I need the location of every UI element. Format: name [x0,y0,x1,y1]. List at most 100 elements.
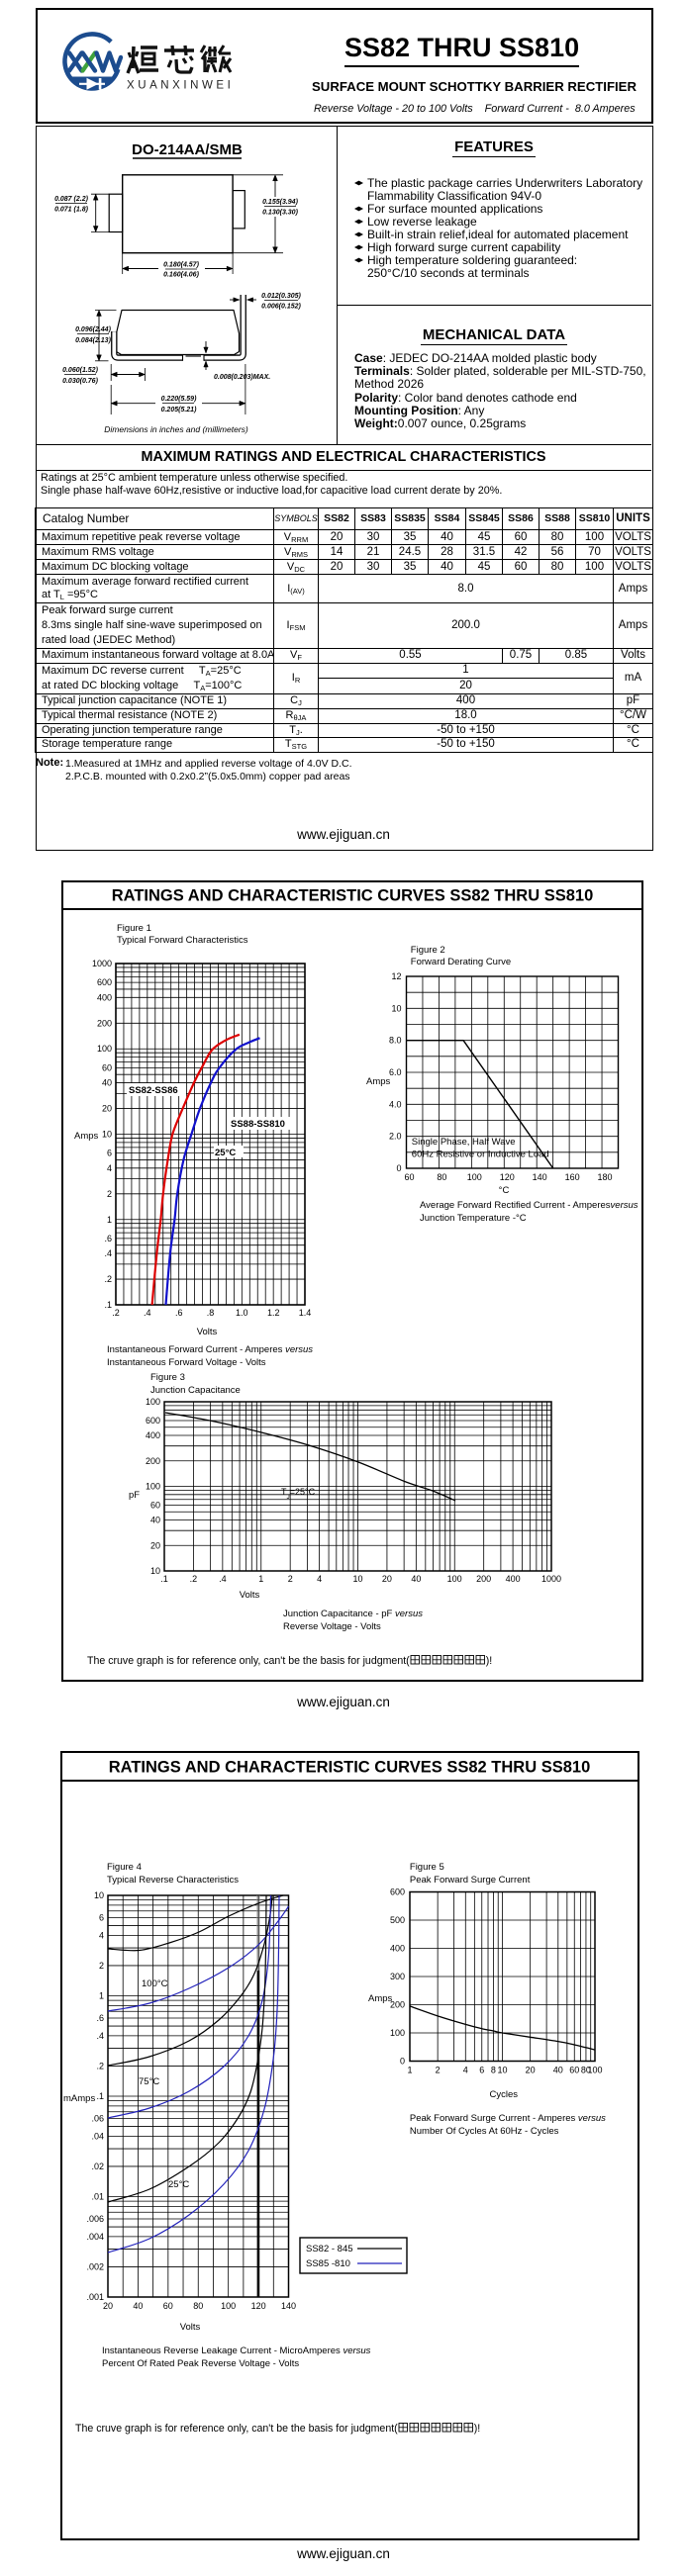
svg-text:0.130(3.30): 0.130(3.30) [262,210,298,217]
svg-text:.4: .4 [144,1308,151,1318]
svg-text:60: 60 [404,1172,414,1182]
svg-text:.2: .2 [112,1308,120,1318]
svg-text:400: 400 [506,1574,521,1584]
svg-text:1.2: 1.2 [267,1308,280,1318]
svg-text:.2: .2 [96,2061,104,2070]
svg-text:80: 80 [193,2301,203,2311]
svg-text:.4: .4 [219,1574,227,1584]
svg-text:0.205(5.21): 0.205(5.21) [161,407,197,414]
svg-text:400: 400 [390,1944,405,1954]
svg-text:Junction Capacitance: Junction Capacitance [150,1385,241,1396]
svg-text:0.220(5.59): 0.220(5.59) [161,396,197,403]
svg-text:20: 20 [150,1540,160,1550]
svg-text:400: 400 [146,1430,160,1440]
svg-text:.01: .01 [91,2192,104,2202]
svg-text:180: 180 [597,1172,612,1182]
svg-text:TJ=25°C: TJ=25°C [281,1487,316,1501]
svg-text:40: 40 [553,2066,563,2075]
svg-text:100: 100 [390,2028,405,2038]
svg-text:2: 2 [107,1189,112,1199]
svg-text:100: 100 [146,1482,160,1492]
svg-text:Peak Forward Surge Current: Peak Forward Surge Current [410,1875,531,1886]
svg-text:.001: .001 [86,2292,104,2302]
svg-text:Peak Forward Surge Current - A: Peak Forward Surge Current - Amperes ver… [410,2113,606,2124]
svg-text:1: 1 [407,2066,412,2075]
svg-text:40: 40 [411,1574,421,1584]
svg-text:10: 10 [102,1130,112,1140]
svg-text:200: 200 [476,1574,491,1584]
svg-text:Instantaneous Reverse Leakage: Instantaneous Reverse Leakage Current - … [102,2346,371,2356]
svg-text:100: 100 [146,1397,160,1407]
svg-text:10: 10 [497,2066,507,2075]
svg-text:0.180(4.57): 0.180(4.57) [163,262,199,269]
svg-text:.1: .1 [160,1574,168,1584]
svg-text:10: 10 [150,1566,160,1576]
svg-text:.002: .002 [86,2261,104,2271]
svg-text:0.060(1.52): 0.060(1.52) [62,367,98,374]
svg-text:100: 100 [221,2301,236,2311]
svg-text:600: 600 [390,1887,405,1897]
svg-text:SS85 -810: SS85 -810 [306,2258,350,2269]
svg-text:10: 10 [94,1890,104,1900]
svg-text:100: 100 [587,2066,602,2075]
svg-text:0: 0 [400,2057,405,2067]
svg-text:SS88-SS810: SS88-SS810 [231,1119,285,1130]
svg-text:4: 4 [99,1930,104,1940]
svg-text:Cycles: Cycles [490,2089,519,2100]
svg-text:60: 60 [150,1501,160,1511]
svg-text:.8: .8 [207,1308,215,1318]
svg-text:4.0: 4.0 [389,1099,402,1109]
svg-text:Junction Temperature -°C: Junction Temperature -°C [420,1213,527,1224]
svg-text:40: 40 [102,1078,112,1088]
svg-text:Single Phase, Half Wave: Single Phase, Half Wave [412,1137,516,1148]
svg-text:500: 500 [390,1915,405,1925]
svg-text:Typical Reverse Characteristic: Typical Reverse Characteristics [107,1875,239,1886]
svg-text:Amps: Amps [366,1076,391,1087]
svg-text:60: 60 [569,2066,579,2075]
svg-text:0.160(4.06): 0.160(4.06) [163,272,199,279]
svg-text:25°C: 25°C [168,2179,189,2190]
svg-text:100: 100 [97,1044,112,1054]
svg-text:Figure 5: Figure 5 [410,1862,444,1873]
svg-text:6: 6 [479,2066,484,2075]
svg-text:.2: .2 [190,1574,198,1584]
svg-text:Volts: Volts [180,2322,201,2333]
svg-text:0.155(3.94): 0.155(3.94) [262,199,298,206]
svg-text:2: 2 [288,1574,293,1584]
svg-text:20: 20 [382,1574,392,1584]
svg-text:.6: .6 [96,2013,104,2023]
svg-text:4: 4 [317,1574,322,1584]
svg-text:600: 600 [97,977,112,987]
svg-text:25°C: 25°C [215,1148,236,1158]
svg-text:Volts: Volts [197,1327,218,1337]
svg-text:1.0: 1.0 [236,1308,248,1318]
svg-text:DO-214AA/SMB: DO-214AA/SMB [132,141,243,158]
svg-text:Instantaneous Forward Current: Instantaneous Forward Current - Amperes … [107,1344,313,1355]
svg-text:0.087 (2.2): 0.087 (2.2) [54,196,89,203]
svg-text:2: 2 [436,2066,441,2075]
svg-text:Forward Derating Curve: Forward Derating Curve [411,957,511,967]
svg-text:60Hz Resistive or Inductive Lo: 60Hz Resistive or Inductive Load [412,1150,549,1160]
svg-text:600: 600 [146,1416,160,1426]
svg-text:RATINGS AND CHARACTERISTIC CUR: RATINGS AND CHARACTERISTIC CURVES SS82 T… [112,887,594,905]
svg-text:0.008(0.203)MAX.: 0.008(0.203)MAX. [214,374,270,381]
svg-text:60: 60 [163,2301,173,2311]
svg-text:2: 2 [99,1961,104,1971]
svg-text:0.084(2.13): 0.084(2.13) [75,337,111,344]
svg-text:.06: .06 [91,2114,104,2124]
svg-text:80: 80 [437,1172,446,1182]
svg-text:Figure 3: Figure 3 [150,1372,185,1383]
svg-text:20: 20 [102,1104,112,1114]
svg-text:8: 8 [491,2066,496,2075]
svg-text:Figure 1: Figure 1 [117,923,151,934]
svg-text:8.0: 8.0 [389,1036,402,1046]
svg-text:200: 200 [390,2000,405,2010]
svg-text:1.4: 1.4 [299,1308,312,1318]
svg-text:20: 20 [103,2301,113,2311]
svg-text:.6: .6 [104,1234,112,1243]
svg-text:XUANXINWEI: XUANXINWEI [127,80,234,92]
svg-text:Reverse Voltage - Volts: Reverse Voltage - Volts [283,1621,381,1632]
svg-text:Number Of Cycles At 60Hz - Cyc: Number Of Cycles At 60Hz - Cycles [410,2126,559,2137]
svg-text:.4: .4 [104,1248,112,1258]
svg-text:.1: .1 [96,2091,104,2101]
